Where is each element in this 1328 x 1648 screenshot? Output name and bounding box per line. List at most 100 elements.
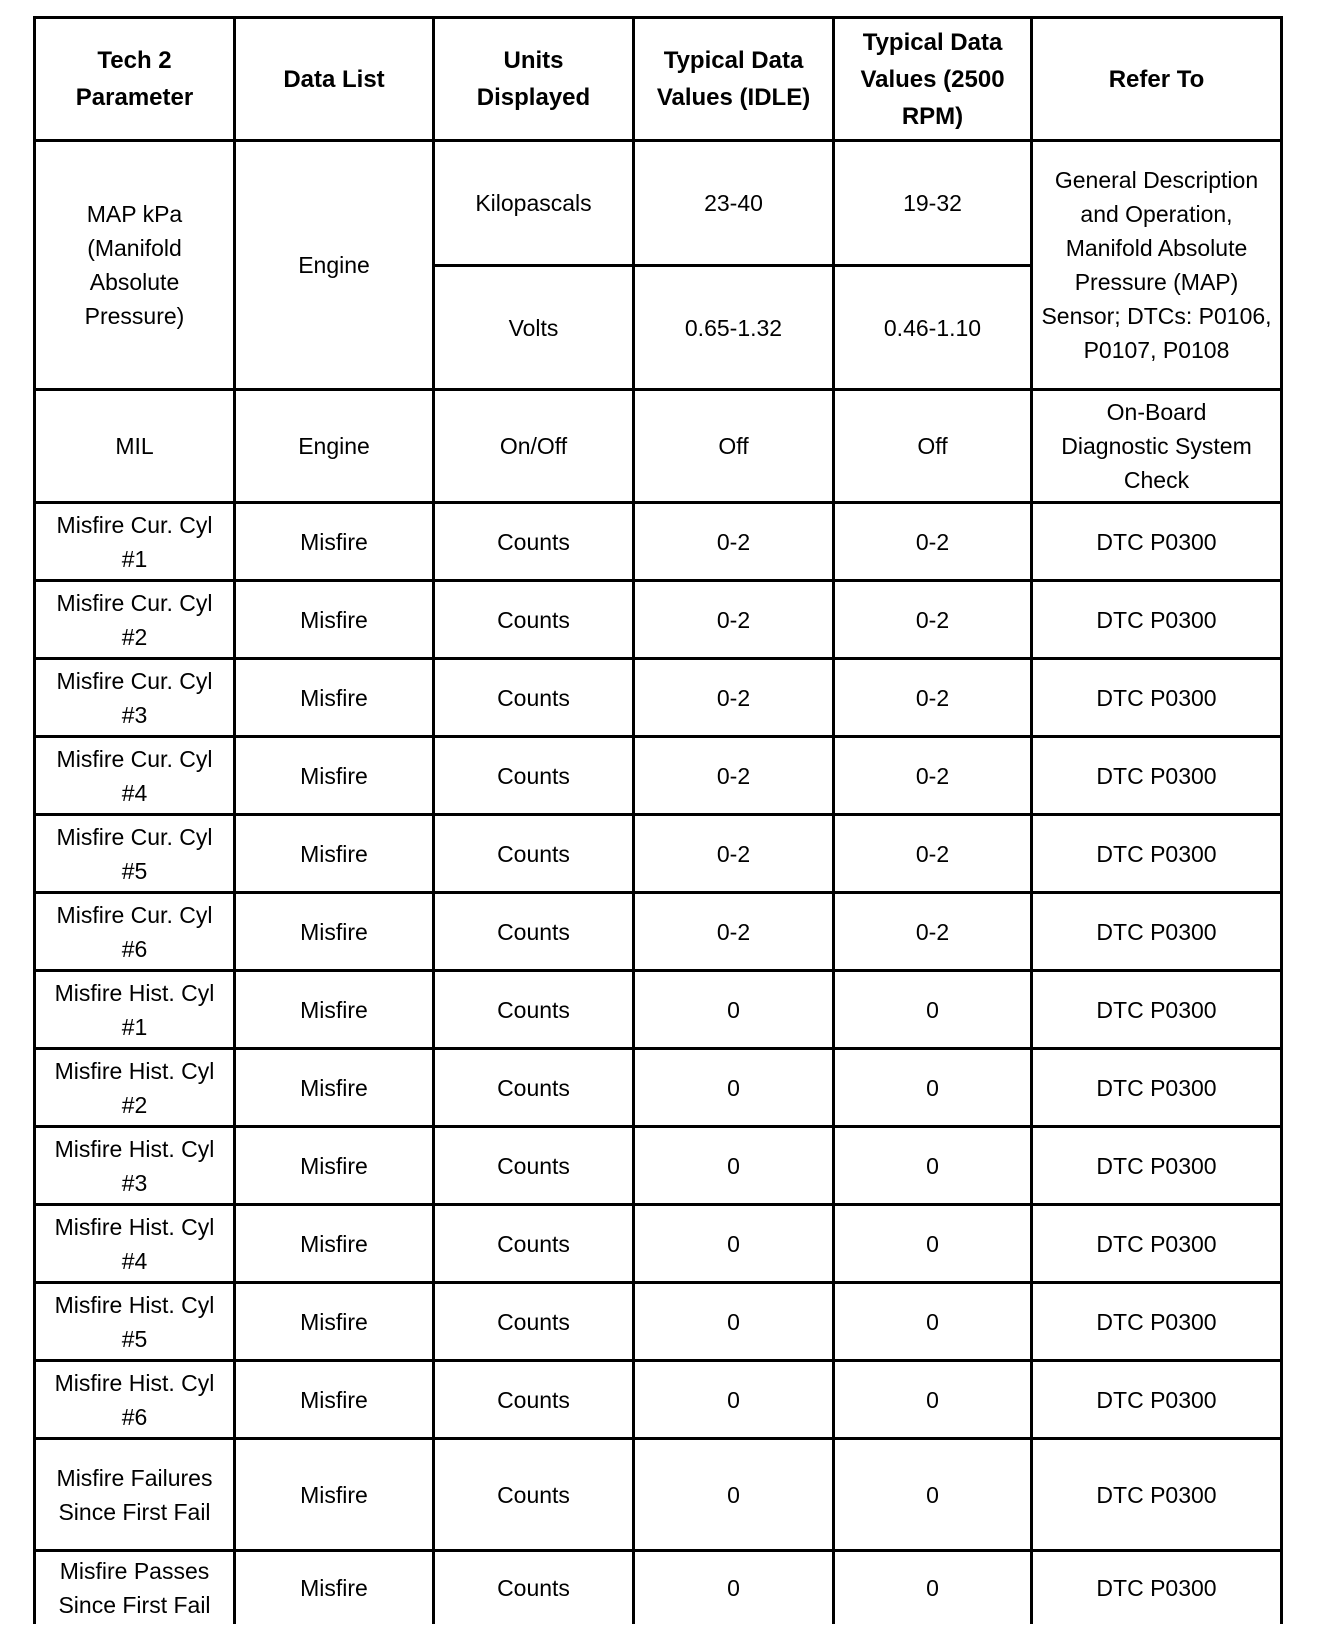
table-row: Misfire Passes Since First Fail Misfire Co… bbox=[33, 1549, 1283, 1624]
cell-data-list: Misfire bbox=[233, 501, 435, 582]
cell-units: Counts bbox=[432, 813, 635, 894]
cell-2500rpm-value: Off bbox=[832, 388, 1033, 504]
map-idle-kpa: 23-40 bbox=[632, 139, 835, 267]
table-row: Misfire Cur. Cyl #6 Misfire Counts 0-2 0-2 DT… bbox=[33, 891, 1283, 972]
cell-idle-value: 0 bbox=[632, 1047, 835, 1128]
cell-parameter: Misfire Cur. Cyl #1 bbox=[33, 501, 236, 582]
cell-data-list: Misfire bbox=[233, 1203, 435, 1284]
header-units-displayed: Units Displayed bbox=[432, 16, 635, 142]
map-parameter: MAP kPa (Manifold Absolute Pressure) bbox=[33, 139, 236, 391]
cell-refer-to: On-Board Diagnostic System Check bbox=[1030, 388, 1283, 504]
cell-idle-value: 0-2 bbox=[632, 891, 835, 972]
map-units-volts: Volts bbox=[432, 264, 635, 391]
cell-units: Counts bbox=[432, 1549, 635, 1624]
cell-idle-value: 0 bbox=[632, 1437, 835, 1552]
cell-2500rpm-value: 0 bbox=[832, 1047, 1033, 1128]
cell-parameter: Misfire Hist. Cyl #5 bbox=[33, 1281, 236, 1362]
cell-parameter: Misfire Hist. Cyl #6 bbox=[33, 1359, 236, 1440]
table-row: Misfire Cur. Cyl #4 Misfire Counts 0-2 0-2 DT… bbox=[33, 735, 1283, 816]
cell-data-list: Misfire bbox=[233, 891, 435, 972]
cell-idle-value: 0 bbox=[632, 1203, 835, 1284]
cell-refer-to: DTC P0300 bbox=[1030, 579, 1283, 660]
cell-2500rpm-value: 0-2 bbox=[832, 579, 1033, 660]
cell-idle-value: 0 bbox=[632, 969, 835, 1050]
cell-idle-value: 0-2 bbox=[632, 579, 835, 660]
cell-2500rpm-value: 0 bbox=[832, 1125, 1033, 1206]
cell-units: Counts bbox=[432, 969, 635, 1050]
cell-data-list: Misfire bbox=[233, 1549, 435, 1624]
cell-refer-to: DTC P0300 bbox=[1030, 1549, 1283, 1624]
cell-2500rpm-value: 0-2 bbox=[832, 891, 1033, 972]
header-2500rpm-values: Typical Data Values (2500 RPM) bbox=[832, 16, 1033, 142]
table-row: Misfire Cur. Cyl #1 Misfire Counts 0-2 0-2 DT… bbox=[33, 501, 1283, 582]
cell-units: Counts bbox=[432, 1359, 635, 1440]
cell-2500rpm-value: 0-2 bbox=[832, 657, 1033, 738]
map-refer-to: General Description and Operation, Manif… bbox=[1030, 139, 1283, 391]
map-idle-volts: 0.65-1.32 bbox=[632, 264, 835, 391]
cell-parameter: Misfire Hist. Cyl #4 bbox=[33, 1203, 236, 1284]
cell-data-list: Misfire bbox=[233, 1281, 435, 1362]
cell-2500rpm-value: 0-2 bbox=[832, 735, 1033, 816]
table-row: Misfire Cur. Cyl #3 Misfire Counts 0-2 0-2 DT… bbox=[33, 657, 1283, 738]
cell-2500rpm-value: 0-2 bbox=[832, 501, 1033, 582]
cell-units: Counts bbox=[432, 579, 635, 660]
cell-2500rpm-value: 0 bbox=[832, 1549, 1033, 1624]
cell-refer-to: DTC P0300 bbox=[1030, 1281, 1283, 1362]
cell-units: Counts bbox=[432, 1047, 635, 1128]
cell-data-list: Misfire bbox=[233, 1047, 435, 1128]
table-row: MIL Engine On/Off Off Off On-Board Diagnostic… bbox=[33, 388, 1283, 504]
cell-2500rpm-value: 0 bbox=[832, 1437, 1033, 1552]
cell-units: Counts bbox=[432, 501, 635, 582]
cell-parameter: Misfire Cur. Cyl #4 bbox=[33, 735, 236, 816]
table-row: Misfire Cur. Cyl #2 Misfire Counts 0-2 0-2 DT… bbox=[33, 579, 1283, 660]
table-row: Misfire Hist. Cyl #3 Misfire Counts 0 0 DTC P… bbox=[33, 1125, 1283, 1206]
cell-parameter: Misfire Hist. Cyl #2 bbox=[33, 1047, 236, 1128]
header-row: Tech 2 Parameter Data List Units Display… bbox=[33, 16, 1283, 142]
cell-idle-value: 0-2 bbox=[632, 735, 835, 816]
cell-idle-value: 0 bbox=[632, 1281, 835, 1362]
cell-units: Counts bbox=[432, 891, 635, 972]
cell-refer-to: DTC P0300 bbox=[1030, 813, 1283, 894]
cell-refer-to: DTC P0300 bbox=[1030, 735, 1283, 816]
cell-idle-value: 0 bbox=[632, 1359, 835, 1440]
cell-refer-to: DTC P0300 bbox=[1030, 1047, 1283, 1128]
cell-2500rpm-value: 0-2 bbox=[832, 813, 1033, 894]
map-row: MAP kPa (Manifold Absolute Pressure) Eng… bbox=[33, 139, 1283, 391]
cell-2500rpm-value: 0 bbox=[832, 1359, 1033, 1440]
cell-refer-to: DTC P0300 bbox=[1030, 1359, 1283, 1440]
header-idle-values: Typical Data Values (IDLE) bbox=[632, 16, 835, 142]
cell-idle-value: 0-2 bbox=[632, 657, 835, 738]
cell-units: Counts bbox=[432, 657, 635, 738]
tech2-parameter-table: Tech 2 Parameter Data List Units Display… bbox=[33, 16, 1283, 1624]
header-refer-to: Refer To bbox=[1030, 16, 1283, 142]
cell-units: Counts bbox=[432, 1203, 635, 1284]
cell-units: Counts bbox=[432, 735, 635, 816]
cell-parameter: Misfire Failures Since First Fail bbox=[33, 1437, 236, 1552]
cell-parameter: Misfire Hist. Cyl #1 bbox=[33, 969, 236, 1050]
cell-parameter: MIL bbox=[33, 388, 236, 504]
cell-data-list: Misfire bbox=[233, 579, 435, 660]
cell-data-list: Engine bbox=[233, 388, 435, 504]
table-row: Misfire Hist. Cyl #6 Misfire Counts 0 0 DTC P… bbox=[33, 1359, 1283, 1440]
cell-units: Counts bbox=[432, 1281, 635, 1362]
cell-refer-to: DTC P0300 bbox=[1030, 657, 1283, 738]
cell-refer-to: DTC P0300 bbox=[1030, 1203, 1283, 1284]
cell-parameter: Misfire Passes Since First Fail bbox=[33, 1549, 236, 1624]
cell-units: Counts bbox=[432, 1125, 635, 1206]
cell-2500rpm-value: 0 bbox=[832, 969, 1033, 1050]
map-2500-kpa: 19-32 bbox=[832, 139, 1033, 267]
cell-idle-value: 0 bbox=[632, 1549, 835, 1624]
map-units-kpa: Kilopascals bbox=[432, 139, 635, 267]
cell-refer-to: DTC P0300 bbox=[1030, 1125, 1283, 1206]
table-row: Misfire Hist. Cyl #1 Misfire Counts 0 0 DTC P… bbox=[33, 969, 1283, 1050]
cell-data-list: Misfire bbox=[233, 735, 435, 816]
cell-data-list: Misfire bbox=[233, 969, 435, 1050]
cell-parameter: Misfire Cur. Cyl #6 bbox=[33, 891, 236, 972]
cell-2500rpm-value: 0 bbox=[832, 1203, 1033, 1284]
cell-idle-value: 0 bbox=[632, 1125, 835, 1206]
cell-idle-value: Off bbox=[632, 388, 835, 504]
map-row-volts: Volts 0.65-1.32 0.46-1.10 bbox=[35, 264, 1282, 391]
cell-units: Counts bbox=[432, 1437, 635, 1552]
cell-parameter: Misfire Hist. Cyl #3 bbox=[33, 1125, 236, 1206]
cell-parameter: Misfire Cur. Cyl #2 bbox=[33, 579, 236, 660]
